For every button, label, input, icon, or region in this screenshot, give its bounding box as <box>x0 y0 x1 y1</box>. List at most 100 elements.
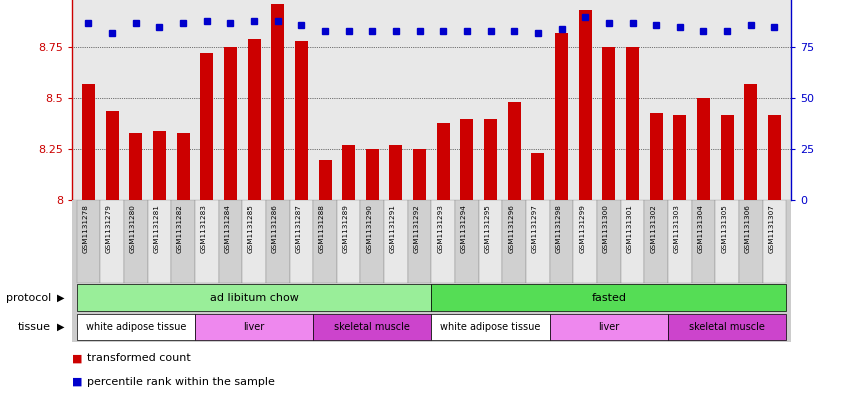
Text: transformed count: transformed count <box>87 353 191 364</box>
Text: GSM1131301: GSM1131301 <box>627 204 633 253</box>
Text: GSM1131298: GSM1131298 <box>556 204 562 253</box>
Text: ad libitum chow: ad libitum chow <box>210 293 299 303</box>
Text: GSM1131285: GSM1131285 <box>248 204 254 253</box>
Bar <box>224 47 237 200</box>
Bar <box>129 133 142 200</box>
Text: GSM1131300: GSM1131300 <box>603 204 609 253</box>
Bar <box>248 39 261 200</box>
Text: ■: ■ <box>72 377 82 387</box>
Bar <box>550 200 574 283</box>
Bar <box>106 110 118 200</box>
Bar <box>531 153 545 200</box>
Bar <box>195 200 218 283</box>
Bar <box>101 200 124 283</box>
Text: liver: liver <box>598 322 619 332</box>
Text: GSM1131294: GSM1131294 <box>461 204 467 253</box>
Bar <box>762 200 786 283</box>
Text: GSM1131288: GSM1131288 <box>319 204 325 253</box>
Bar <box>318 160 332 200</box>
Bar <box>313 314 431 340</box>
Text: ■: ■ <box>72 353 82 364</box>
Bar <box>295 41 308 200</box>
Text: GSM1131304: GSM1131304 <box>697 204 704 253</box>
Text: GSM1131297: GSM1131297 <box>532 204 538 253</box>
Bar <box>337 200 360 283</box>
Bar <box>574 200 597 283</box>
Text: GSM1131302: GSM1131302 <box>651 204 656 253</box>
Text: percentile rank within the sample: percentile rank within the sample <box>87 377 275 387</box>
Text: GSM1131286: GSM1131286 <box>272 204 277 253</box>
Bar <box>721 115 733 200</box>
Text: white adipose tissue: white adipose tissue <box>85 322 186 332</box>
Bar <box>673 115 686 200</box>
Text: GSM1131282: GSM1131282 <box>177 204 183 253</box>
Bar <box>195 314 313 340</box>
Bar <box>365 149 379 200</box>
Bar <box>650 112 662 200</box>
Bar <box>147 200 171 283</box>
Text: GSM1131296: GSM1131296 <box>508 204 514 253</box>
Bar <box>555 33 568 200</box>
Bar <box>437 123 450 200</box>
Bar <box>124 200 147 283</box>
Bar <box>77 200 101 283</box>
Bar <box>342 145 355 200</box>
Bar <box>579 10 591 200</box>
Bar <box>431 285 786 311</box>
Text: GSM1131305: GSM1131305 <box>721 204 728 253</box>
Bar <box>744 84 757 200</box>
Bar <box>360 200 384 283</box>
Bar <box>77 285 431 311</box>
Bar <box>597 200 621 283</box>
Bar <box>153 131 166 200</box>
Bar <box>218 200 242 283</box>
Text: GSM1131278: GSM1131278 <box>82 204 89 253</box>
Text: GSM1131291: GSM1131291 <box>390 204 396 253</box>
Bar <box>272 4 284 200</box>
Bar <box>621 200 645 283</box>
Text: GSM1131306: GSM1131306 <box>744 204 750 253</box>
Text: skeletal muscle: skeletal muscle <box>334 322 410 332</box>
Text: fasted: fasted <box>591 293 626 303</box>
Bar <box>508 102 521 200</box>
Text: GSM1131281: GSM1131281 <box>153 204 159 253</box>
Text: GSM1131279: GSM1131279 <box>106 204 113 253</box>
Text: liver: liver <box>244 322 265 332</box>
Bar <box>384 200 408 283</box>
Bar <box>668 314 786 340</box>
Bar <box>550 314 668 340</box>
Text: skeletal muscle: skeletal muscle <box>689 322 765 332</box>
Bar <box>484 119 497 200</box>
Bar <box>503 200 526 283</box>
Bar <box>645 200 668 283</box>
Text: tissue: tissue <box>18 322 51 332</box>
Text: GSM1131280: GSM1131280 <box>129 204 135 253</box>
Text: GSM1131287: GSM1131287 <box>295 204 301 253</box>
Text: GSM1131299: GSM1131299 <box>580 204 585 253</box>
Bar <box>77 314 195 340</box>
Bar <box>177 133 190 200</box>
Bar <box>431 200 455 283</box>
Bar <box>413 149 426 200</box>
Bar <box>242 200 266 283</box>
Text: GSM1131293: GSM1131293 <box>437 204 443 253</box>
Bar <box>313 200 337 283</box>
Bar <box>171 200 195 283</box>
Text: ▶: ▶ <box>57 293 64 303</box>
Bar <box>455 200 479 283</box>
Bar <box>668 200 692 283</box>
Bar <box>692 200 716 283</box>
Text: GSM1131283: GSM1131283 <box>201 204 206 253</box>
Text: protocol: protocol <box>6 293 51 303</box>
Bar <box>768 115 781 200</box>
Bar <box>201 53 213 200</box>
Bar <box>266 200 289 283</box>
Text: GSM1131289: GSM1131289 <box>343 204 349 253</box>
Bar <box>460 119 474 200</box>
Text: GSM1131292: GSM1131292 <box>414 204 420 253</box>
Bar <box>479 200 503 283</box>
Bar <box>431 314 550 340</box>
Bar <box>389 145 403 200</box>
Bar <box>289 200 313 283</box>
Text: GSM1131284: GSM1131284 <box>224 204 230 253</box>
